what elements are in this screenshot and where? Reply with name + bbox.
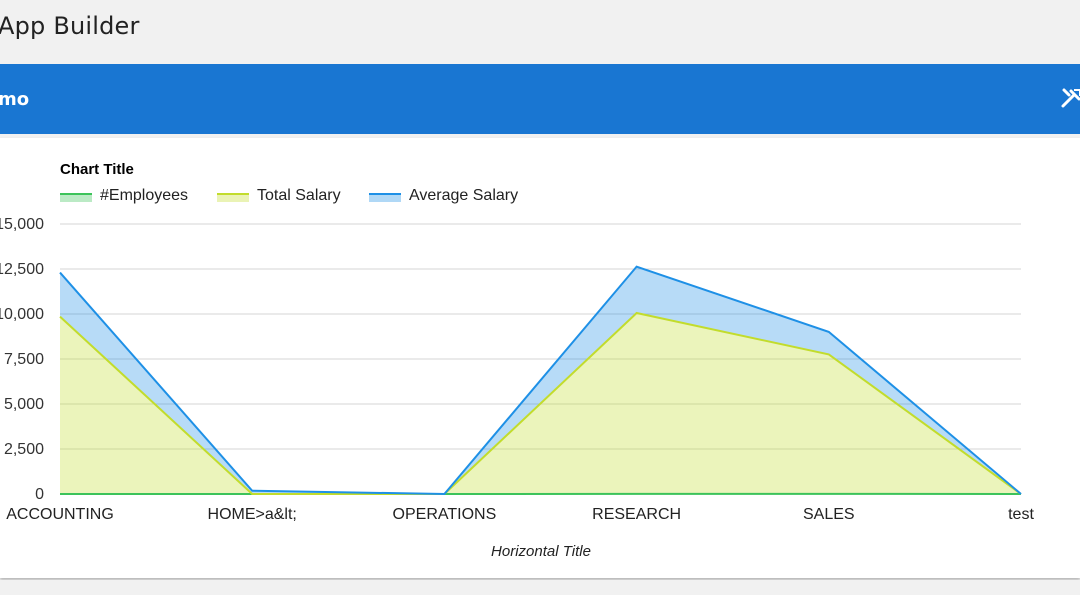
series-line-1[interactable] (59, 311, 1022, 495)
app-title: App Builder (0, 12, 140, 40)
top-bar: App Builder (0, 0, 1080, 64)
y-tick-label-1: 2,500 (4, 441, 44, 458)
x-tick-label-2: OPERATIONS (393, 506, 497, 523)
region-title: mo (0, 89, 30, 110)
region-header: mo (0, 64, 1080, 134)
legend-swatch-2 (369, 194, 401, 202)
x-axis-title: Horizontal Title (491, 543, 591, 560)
area-chart: Chart Title #Employees Total Salary Averag… (0, 161, 1034, 560)
legend-swatch-1 (217, 194, 249, 202)
x-tick-label-0: ACCOUNTING (6, 506, 114, 523)
y-tick-label-5: 12,500 (0, 261, 44, 278)
chart-title: Chart Title (60, 161, 134, 178)
y-tick-label-3: 7,500 (4, 351, 44, 368)
legend-label-0[interactable]: #Employees (100, 187, 188, 204)
y-tick-label-0: 0 (35, 486, 44, 503)
chart-legend: #Employees Total Salary Average Salary (60, 187, 518, 204)
y-tick-label-6: 15,000 (0, 216, 44, 233)
x-tick-label-4: SALES (803, 506, 855, 523)
x-tick-label-5: test (1008, 506, 1034, 523)
legend-swatch-0 (60, 194, 92, 202)
x-tick-label-1: HOME>a&lt; (208, 506, 297, 523)
chart-areas (59, 265, 1022, 496)
series-line-2[interactable] (59, 265, 1022, 496)
chart-card (0, 138, 1080, 578)
x-tick-label-3: RESEARCH (592, 506, 681, 523)
x-tick-labels: ACCOUNTING HOME>a&lt; OPERATIONS RESEARCH SA… (6, 506, 1034, 523)
y-tick-label-4: 10,000 (0, 306, 44, 323)
footer-strip (0, 580, 1080, 595)
legend-label-1[interactable]: Total Salary (257, 187, 341, 204)
y-tick-label-2: 5,000 (4, 396, 44, 413)
tools-icon[interactable] (1060, 86, 1080, 110)
legend-label-2[interactable]: Average Salary (409, 187, 518, 204)
